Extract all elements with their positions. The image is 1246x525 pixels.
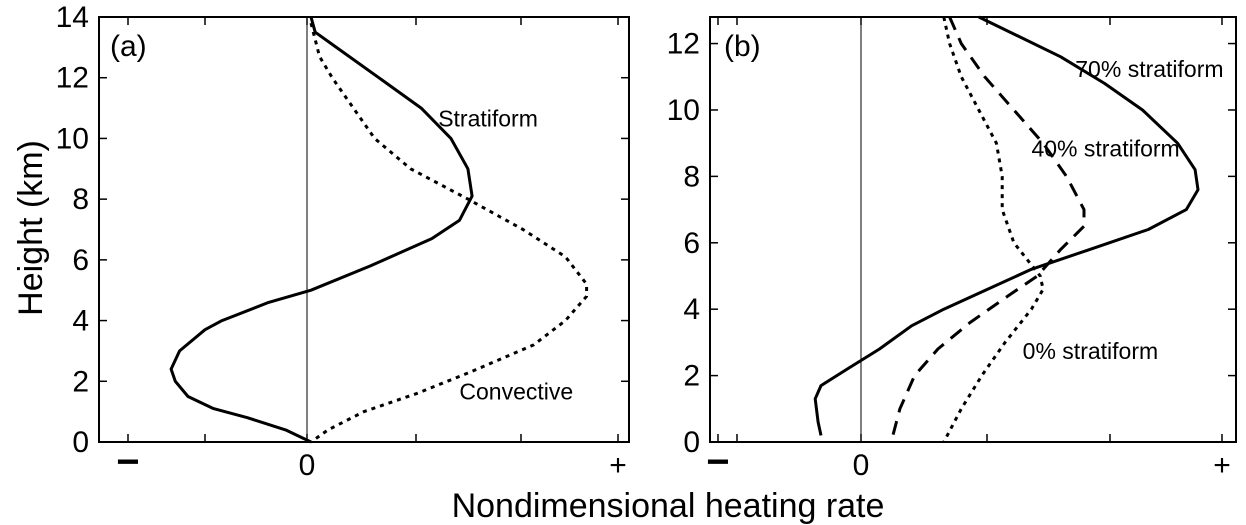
y-tick-label: 2 bbox=[72, 365, 89, 398]
panel-a-x-ticks: − 0 + bbox=[116, 17, 627, 484]
x-tick-label: − bbox=[116, 440, 139, 484]
x-tick-label: + bbox=[1213, 449, 1231, 482]
y-tick-label: 4 bbox=[72, 305, 89, 338]
y-tick-label: 4 bbox=[683, 293, 700, 326]
x-axis-title: Nondimensional heating rate bbox=[452, 487, 885, 525]
panel-b-y-ticks: 0 2 4 6 8 10 12 bbox=[667, 28, 1236, 459]
y-tick-label: 2 bbox=[683, 360, 700, 393]
x-tick-label: + bbox=[609, 449, 627, 482]
series-line-70-stratiform bbox=[813, 15, 1200, 436]
panel-a-series bbox=[169, 16, 589, 444]
y-axis-title: Height (km) bbox=[12, 140, 50, 316]
y-tick-label: 6 bbox=[683, 227, 700, 260]
series-line-stratiform bbox=[169, 16, 474, 444]
panel-a-y-ticks: 0 2 4 6 8 10 12 14 bbox=[56, 1, 629, 459]
panel-b-series bbox=[813, 15, 1200, 443]
y-tick-label: 12 bbox=[667, 28, 700, 61]
y-tick-label: 10 bbox=[667, 94, 700, 127]
annotation-0-stratiform: 0% stratiform bbox=[1023, 338, 1158, 364]
panel-b-label: (b) bbox=[724, 30, 761, 63]
y-tick-label: 0 bbox=[683, 426, 700, 459]
panel-b-annotations: 70% stratiform 40% stratiform 0% stratifor… bbox=[1023, 56, 1224, 364]
y-tick-label: 6 bbox=[72, 244, 89, 277]
y-tick-label: 8 bbox=[72, 183, 89, 216]
panel-a-annotations: Stratiform Convective bbox=[438, 105, 573, 404]
panel-a-frame bbox=[98, 16, 630, 443]
y-tick-label: 8 bbox=[683, 160, 700, 193]
panel-b-frame bbox=[709, 16, 1237, 443]
series-line-convective bbox=[309, 22, 589, 444]
x-tick-label: 0 bbox=[299, 449, 316, 482]
y-tick-label: 0 bbox=[72, 426, 89, 459]
annotation-stratiform: Stratiform bbox=[438, 105, 538, 131]
panel-b-x-ticks: − 0 + bbox=[706, 17, 1231, 484]
y-tick-label: 14 bbox=[56, 1, 89, 34]
annotation-40-stratiform: 40% stratiform bbox=[1031, 135, 1179, 161]
series-line-40-stratiform bbox=[889, 16, 1086, 443]
y-tick-label: 12 bbox=[56, 62, 89, 95]
y-tick-label: 10 bbox=[56, 122, 89, 155]
x-tick-label: − bbox=[706, 440, 729, 484]
annotation-convective: Convective bbox=[459, 379, 573, 405]
series-line-0-stratiform bbox=[942, 16, 1045, 443]
x-tick-label: 0 bbox=[853, 449, 870, 482]
annotation-70-stratiform: 70% stratiform bbox=[1075, 56, 1223, 82]
panel-a-label: (a) bbox=[110, 30, 147, 63]
